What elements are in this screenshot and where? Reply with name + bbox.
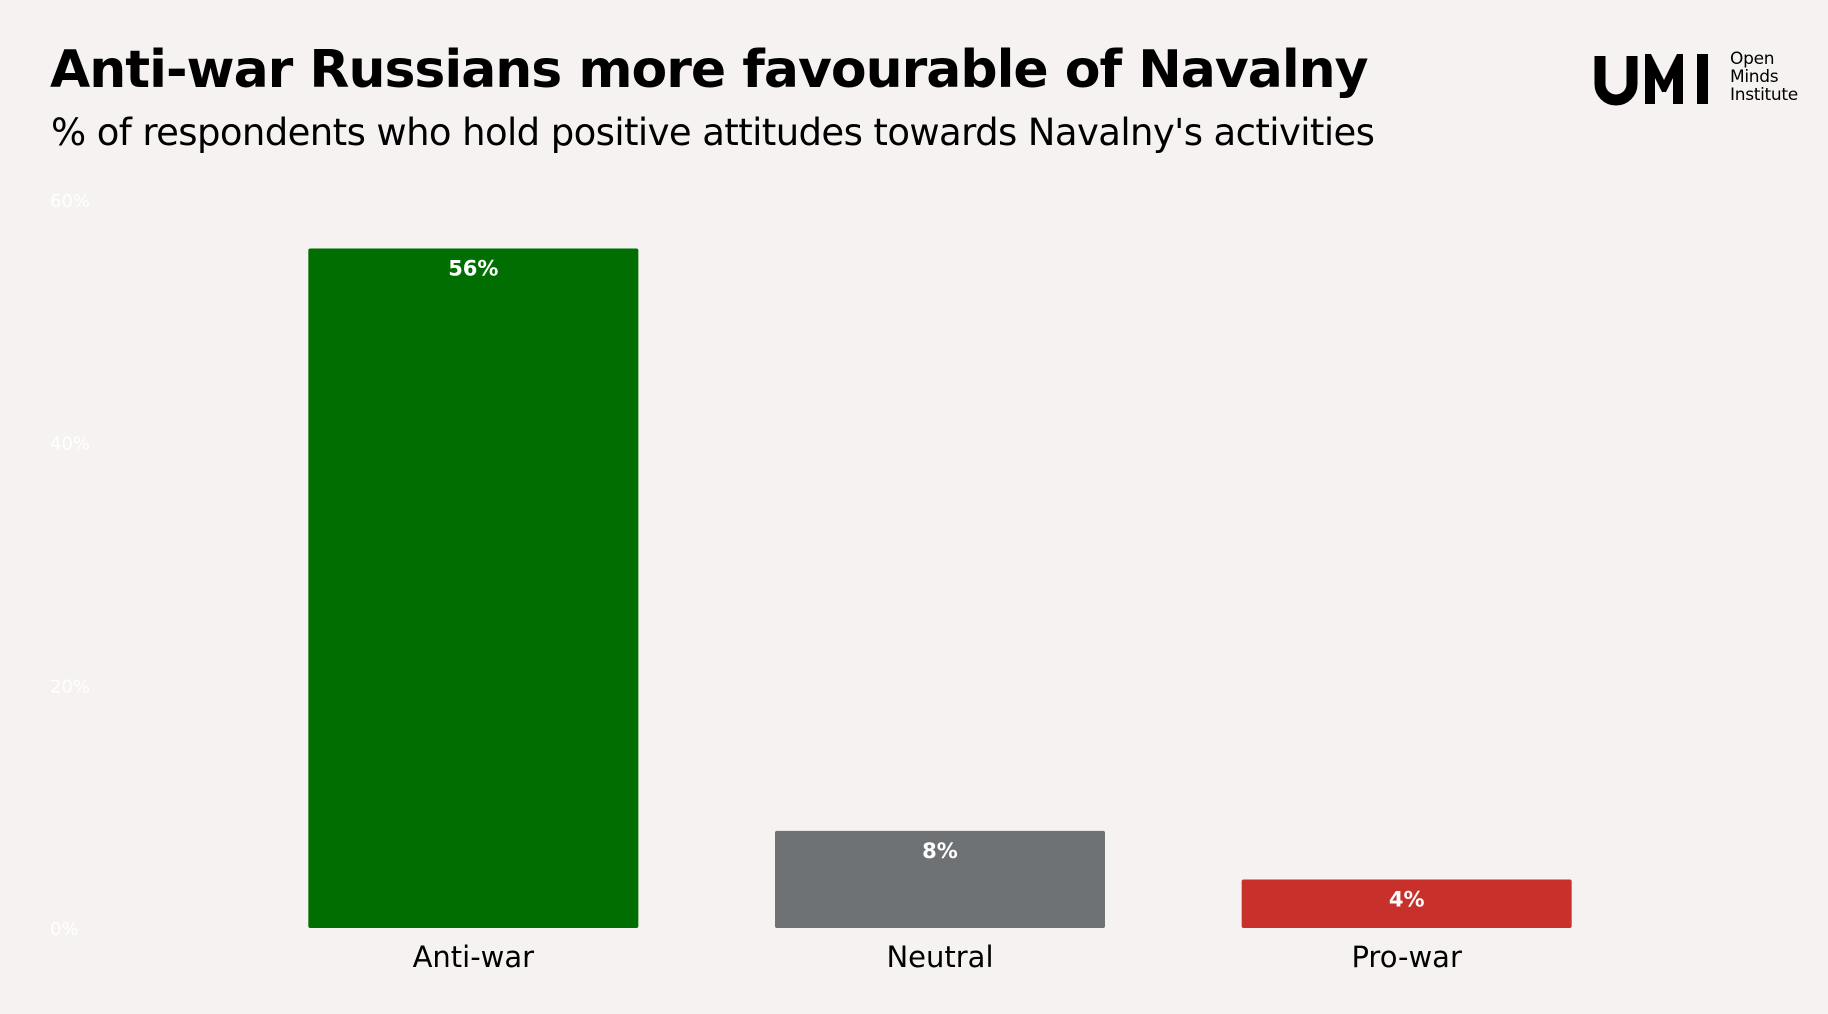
bar-value-label: 56% xyxy=(448,257,498,281)
logo-text: Open Minds Institute xyxy=(1730,50,1798,104)
bar xyxy=(1241,879,1572,928)
y-tick-label: 60% xyxy=(50,191,90,212)
x-category-label: Neutral xyxy=(886,940,993,974)
logo-text-line: Minds xyxy=(1730,67,1779,87)
logo-text-line: Institute xyxy=(1730,85,1798,105)
bar xyxy=(308,248,639,929)
bar xyxy=(775,830,1105,928)
logo-text-line: Open xyxy=(1730,49,1775,69)
y-tick-label: 0% xyxy=(50,919,79,940)
bar-value-label: 8% xyxy=(922,839,958,863)
chart-title: Anti-war Russians more favourable of Nav… xyxy=(50,40,1369,100)
omi-logo: Open Minds Institute xyxy=(1591,50,1801,110)
x-category-label: Pro-war xyxy=(1351,940,1461,974)
y-tick-label: 40% xyxy=(50,434,90,455)
chart-subtitle: % of respondents who hold positive attit… xyxy=(51,111,1375,154)
omi-logo-mark xyxy=(1594,54,1708,106)
y-tick-label: 20% xyxy=(50,676,90,697)
x-category-label: Anti-war xyxy=(413,940,535,974)
bar-value-label: 4% xyxy=(1389,887,1425,911)
